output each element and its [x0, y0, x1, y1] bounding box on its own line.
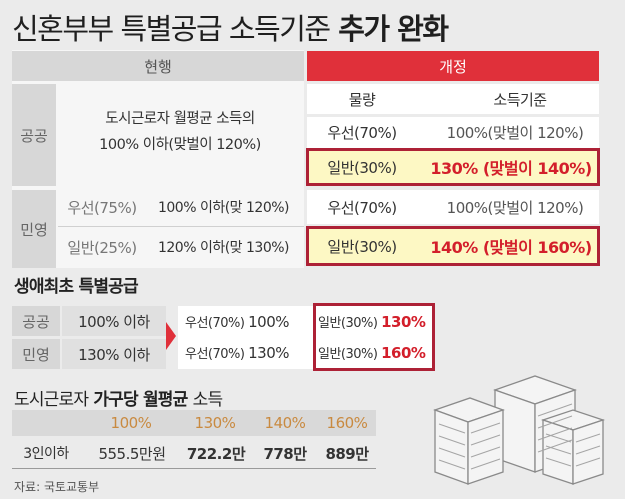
income-percent-100: 100%	[110, 414, 152, 432]
revised-subheader	[307, 84, 599, 114]
public-general-quantity: 일반(30%)	[327, 158, 397, 177]
income-value-140: 778만	[263, 444, 307, 463]
private-general-row	[306, 226, 600, 266]
ft-general-panel	[313, 303, 435, 371]
income-header: 소득기준	[493, 90, 547, 109]
first-time-title: 생애최초 특별공급	[14, 277, 139, 297]
revised-header: 개정	[307, 51, 599, 81]
public-priority-row	[307, 117, 599, 148]
ft-priority-panel	[178, 306, 314, 369]
building-icon	[433, 375, 606, 485]
page-title: 신혼부부 특별공급 소득기준 추가 완화	[12, 12, 449, 46]
ft-private-label: 민영	[12, 339, 60, 369]
income-value-100: 555.5만원	[98, 444, 166, 463]
private-general-current: 120% 이하(맞 130%)	[157, 240, 290, 256]
ft-public-general: 일반(30%) 130%	[318, 313, 426, 331]
public-label: 공공	[12, 84, 56, 186]
ft-private-general: 일반(30%) 160%	[318, 344, 426, 362]
private-priority-row	[307, 190, 599, 224]
income-value-160: 889만	[325, 444, 369, 463]
private-general-income: 140% (맞벌이 160%)	[430, 238, 592, 257]
private-priority-quantity: 우선(70%)	[327, 198, 397, 217]
public-current-text: 도시근로자 월평균 소득의 100% 이하(맞벌이 120%)	[99, 111, 261, 153]
private-priority-income: 100%(맞벌이 120%)	[446, 198, 584, 217]
source-text: 자료: 국토교통부	[14, 480, 100, 494]
private-priority-type: 우선(75%)	[67, 198, 137, 217]
income-bottom-line	[12, 468, 376, 469]
public-general-row	[306, 148, 600, 186]
current-header: 현행	[12, 51, 304, 81]
income-percent-row	[12, 410, 376, 436]
income-title: 도시근로자 가구당 월평균 소득	[14, 390, 223, 410]
ft-private-priority: 우선(70%) 130%	[185, 344, 289, 362]
public-priority-quantity: 우선(70%)	[327, 124, 397, 142]
private-general-type: 일반(25%)	[67, 238, 137, 257]
income-percent-130: 130%	[194, 414, 236, 432]
income-value-130: 722.2만	[186, 444, 246, 463]
ft-public-current: 100% 이하	[62, 306, 166, 336]
public-general-income: 130% (맞벌이 140%)	[430, 159, 592, 178]
quantity-header: 물량	[348, 90, 376, 109]
private-priority-current: 100% 이하(맞 120%)	[157, 200, 290, 216]
current-panel	[12, 50, 304, 268]
ft-private-current: 130% 이하	[62, 339, 166, 369]
income-percent-140: 140%	[264, 414, 306, 432]
public-priority-income: 100%(맞벌이 120%)	[446, 124, 584, 142]
private-general-quantity: 일반(30%)	[327, 237, 397, 256]
income-percent-160: 160%	[326, 414, 368, 432]
private-divider	[58, 226, 304, 227]
income-row-label: 3인이하	[23, 446, 69, 462]
ft-public-priority: 우선(70%) 100%	[185, 313, 289, 331]
arrow-icon	[166, 322, 176, 350]
ft-public-label: 공공	[12, 306, 60, 336]
private-label: 민영	[12, 190, 56, 268]
